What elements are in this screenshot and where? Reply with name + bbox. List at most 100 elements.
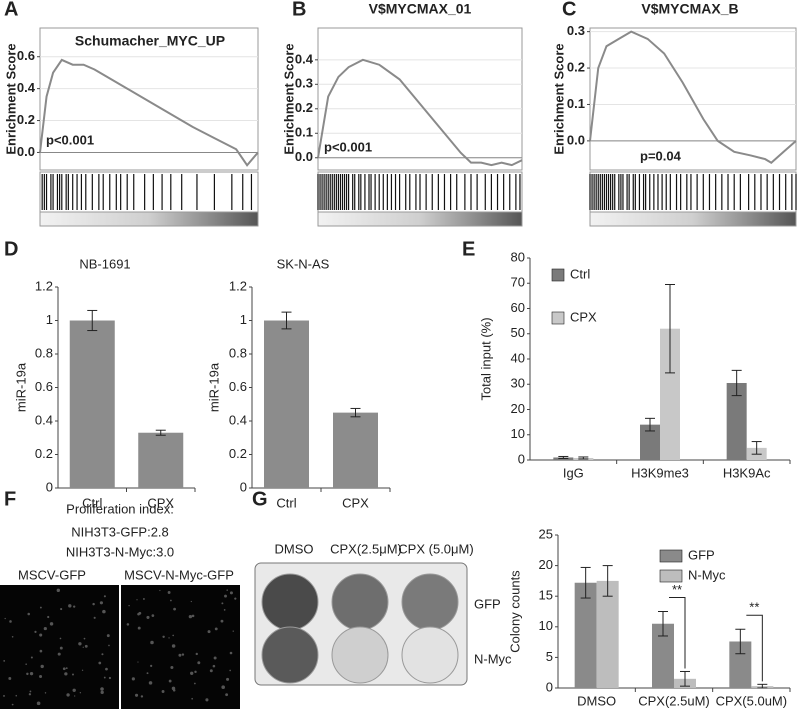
y-tick-label: 1 (240, 312, 247, 327)
cell-spot (131, 677, 135, 681)
cell-spot (26, 672, 29, 676)
x-tick-label: H3K9Ac (723, 465, 771, 480)
cell-spot (150, 664, 153, 667)
cell-spot (4, 617, 6, 620)
cell-spot (66, 693, 70, 697)
cell-spot (168, 637, 170, 639)
error-bar (751, 441, 762, 455)
y-tick-label: 1.2 (35, 278, 53, 293)
bar (640, 424, 660, 460)
cell-spot (29, 690, 32, 693)
chart-title: SK-N-AS (277, 256, 330, 271)
significance-bracket (669, 597, 686, 669)
y-tick-label: 50 (511, 325, 525, 340)
error-bar (735, 628, 746, 655)
rank-gradient (317, 211, 523, 227)
cell-spot (71, 673, 74, 676)
cell-spot (126, 623, 130, 626)
cell-spot (59, 637, 62, 640)
cell-spot (39, 674, 43, 678)
enrichment-curve (317, 58, 523, 167)
y-tick-label: 0.1 (567, 96, 585, 111)
x-tick-label: Ctrl (82, 495, 102, 510)
plate-row-label: GFP (474, 596, 501, 611)
y-tick-label: 0.2 (295, 100, 313, 115)
legend-swatch (659, 549, 683, 563)
cell-spot (134, 693, 139, 697)
y-tick-label: 0.6 (17, 48, 35, 63)
legend-swatch (659, 569, 683, 583)
cell-spot (225, 693, 229, 697)
cell-spot (128, 604, 130, 607)
cell-spot (151, 614, 155, 617)
y-axis-label: Enrichment Score (281, 43, 296, 154)
p-value: p=0.04 (640, 148, 682, 163)
error-bar (658, 611, 668, 637)
cell-spot (68, 604, 72, 608)
cell-spot (224, 594, 227, 598)
index-line: NIH3T3-GFP:2.8 (71, 524, 169, 539)
cell-spot (101, 653, 104, 656)
legend-swatch (551, 268, 565, 282)
panel-label: F (4, 488, 16, 510)
significance-label: ** (672, 582, 682, 597)
cell-spot (146, 615, 150, 619)
plate-column-label: DMSO (275, 541, 314, 556)
cell-spot (213, 656, 217, 660)
y-axis-label: Enrichment Score (551, 43, 566, 154)
well (401, 626, 459, 684)
cell-spot (181, 653, 185, 656)
cell-spot (226, 677, 230, 681)
well (261, 573, 319, 631)
micrograph (121, 585, 240, 709)
cell-spot (83, 637, 86, 640)
y-tick-label: 0.8 (35, 345, 53, 360)
cell-spot (229, 591, 233, 595)
rank-gradient (39, 211, 259, 227)
cell-spot (105, 667, 108, 671)
cell-spot (221, 685, 225, 689)
plate-column-label: CPX (5.0μM) (398, 541, 473, 556)
cell-spot (56, 588, 61, 593)
cell-spot (29, 672, 34, 676)
y-tick-label: 0 (518, 451, 525, 466)
cell-spot (170, 665, 174, 670)
y-tick-label: 0.0 (295, 149, 313, 164)
cell-spot (44, 692, 47, 694)
y-tick-label: 0.0 (567, 132, 585, 147)
y-tick-label: 0.1 (295, 125, 313, 140)
cell-spot (194, 670, 197, 674)
y-tick-label: 0.4 (295, 51, 314, 66)
cell-spot (34, 630, 37, 634)
y-axis-label: Total input (%) (478, 317, 493, 400)
cell-spot (64, 672, 68, 676)
cell-spot (191, 614, 195, 618)
cell-spot (65, 667, 68, 670)
cell-spot (82, 646, 84, 648)
index-line: NIH3T3-N-Myc:3.0 (66, 544, 174, 559)
x-tick-label: CPX(5.0uM) (716, 693, 788, 708)
y-tick-label: 0.6 (229, 379, 247, 394)
y-tick-label: 0.4 (17, 80, 36, 95)
well (401, 573, 459, 631)
cell-spot (72, 688, 76, 693)
error-bar (731, 369, 742, 397)
bar (69, 320, 115, 488)
cell-spot (209, 669, 213, 673)
cell-spot (103, 676, 106, 679)
y-tick-label: 0.2 (229, 446, 247, 461)
cell-spot (190, 671, 194, 675)
y-tick-label: 0.3 (295, 76, 313, 91)
well (331, 626, 389, 684)
cell-spot (137, 661, 139, 663)
y-tick-label: 0.4 (35, 412, 53, 427)
cell-spot (161, 690, 165, 693)
cell-spot (108, 676, 112, 680)
y-tick-label: 0 (46, 479, 53, 494)
cell-spot (28, 693, 32, 696)
cell-spot (8, 677, 12, 680)
x-tick-label: DMSO (577, 693, 616, 708)
cell-spot (229, 669, 231, 672)
x-tick-label: CPX(2.5uM) (638, 693, 710, 708)
cell-spot (40, 664, 44, 669)
